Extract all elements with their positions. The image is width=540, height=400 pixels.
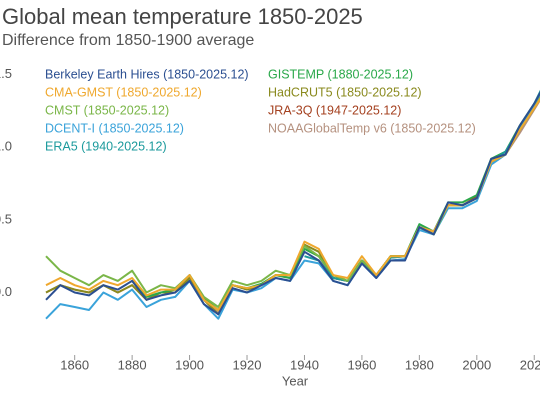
legend-entry: CMA-GMST (1850-2025.12) (45, 85, 202, 99)
x-tick-label: 1980 (405, 357, 434, 372)
x-tick-label: 1920 (233, 357, 262, 372)
series-line (45, 94, 540, 320)
legend-entry: DCENT-I (1850-2025.12) (45, 121, 184, 135)
legend-entry: HadCRUT5 (1850-2025.12) (268, 85, 422, 99)
x-tick-label: 1900 (175, 357, 204, 372)
y-tick-label: 0.0 (0, 284, 12, 299)
x-tick-label: 1960 (347, 357, 376, 372)
legend-entry: Berkeley Earth Hires (1850-2025.12) (45, 67, 249, 81)
y-tick-label: 1.5 (0, 66, 12, 81)
x-axis-label: Year (282, 373, 309, 388)
x-tick-label: 2000 (462, 357, 491, 372)
series-line (45, 91, 540, 316)
legend-entry: CMST (1850-2025.12) (45, 103, 169, 117)
x-tick-label: 1940 (290, 357, 319, 372)
y-tick-label: 1.0 (0, 139, 12, 154)
chart-title: Global mean temperature 1850-2025 (2, 4, 363, 29)
x-tick-label: 1880 (118, 357, 147, 372)
y-tick-label: 0.5 (0, 211, 12, 226)
legend-entry: NOAAGlobalTemp v6 (1850-2025.12) (268, 121, 476, 135)
legend-entry: JRA-3Q (1947-2025.12) (268, 103, 401, 117)
x-tick-label: 2020 (520, 357, 540, 372)
chart-subtitle: Difference from 1850-1900 average (2, 32, 254, 49)
legend-entry: ERA5 (1940-2025.12) (45, 139, 167, 153)
legend-entry: GISTEMP (1880-2025.12) (268, 67, 413, 81)
x-tick-label: 1860 (60, 357, 89, 372)
